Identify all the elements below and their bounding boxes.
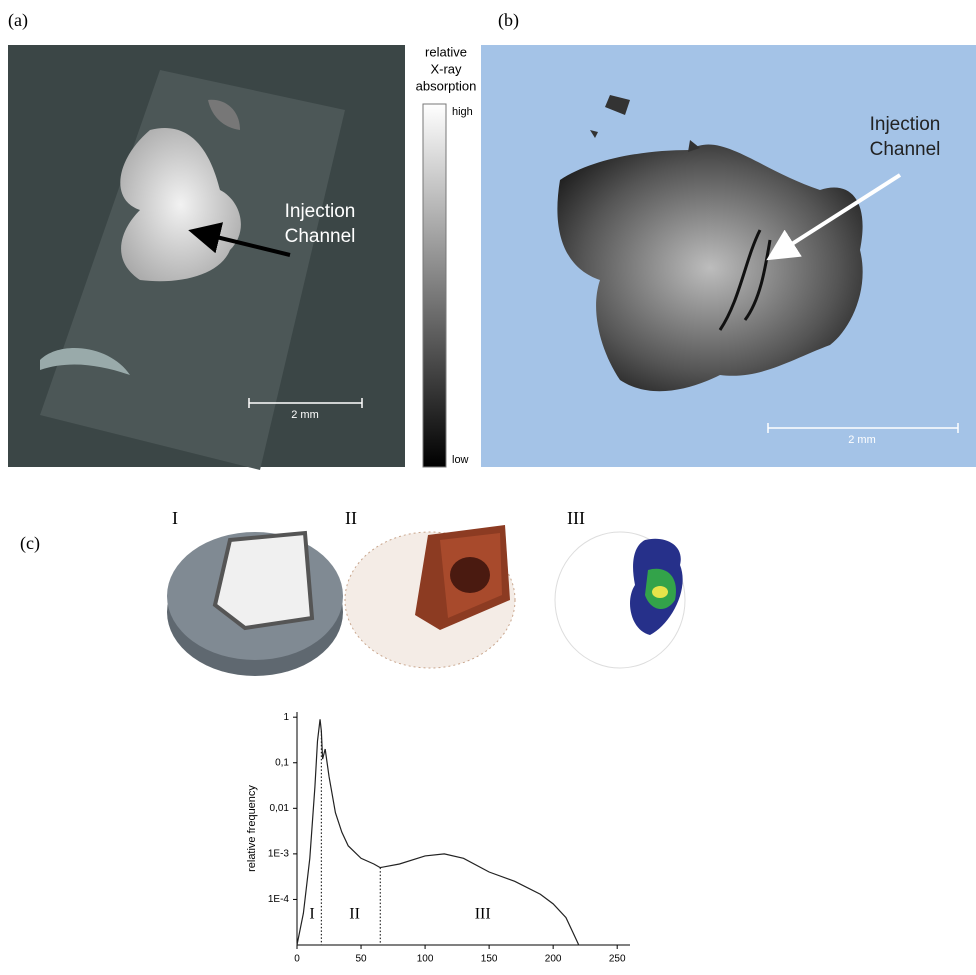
image-label: II (345, 508, 357, 528)
region-label: II (349, 906, 360, 923)
y-axis-label: relative frequency (246, 785, 258, 872)
image-label: III (567, 508, 585, 528)
colorbar-title: absorption (416, 78, 477, 93)
panel-label: (c) (20, 533, 40, 554)
x-tick-label: 50 (355, 954, 367, 965)
colorbar-title: X-ray (430, 61, 462, 76)
colorbar-title: relative (425, 44, 467, 59)
panel-b-image (481, 45, 976, 467)
y-tick-label: 1E-4 (268, 894, 290, 905)
scale-label: 2 mm (291, 409, 319, 421)
y-tick-label: 0,1 (275, 757, 289, 768)
colorbar-label: low (452, 454, 469, 466)
annotation: Channel (285, 226, 356, 247)
annotation: Channel (870, 139, 941, 160)
colorbar (423, 104, 446, 467)
annotation: Injection (870, 114, 941, 135)
x-tick-label: 150 (481, 954, 498, 965)
panel-a-image (8, 45, 405, 470)
region-label: III (475, 906, 491, 923)
annotation: Injection (285, 201, 356, 222)
x-tick-label: 200 (545, 954, 562, 965)
colorbar-label: high (452, 106, 473, 118)
image-I (167, 532, 343, 676)
panel-label: (b) (498, 10, 519, 31)
x-tick-label: 250 (609, 954, 626, 965)
image-III (555, 532, 685, 668)
y-tick-label: 0,01 (270, 803, 290, 814)
x-tick-label: 0 (294, 954, 300, 965)
image-label: I (172, 508, 178, 528)
panel-label: (a) (8, 10, 28, 31)
y-tick-label: 1E-3 (268, 849, 290, 860)
figure: (a) Injection Channel 2 mm relative X-ra… (0, 0, 976, 970)
x-tick-label: 100 (417, 954, 434, 965)
scale-label: 2 mm (848, 434, 876, 446)
region-label: I (309, 906, 314, 923)
y-tick-label: 1 (283, 712, 289, 723)
line (297, 719, 579, 945)
image-II (345, 525, 515, 668)
